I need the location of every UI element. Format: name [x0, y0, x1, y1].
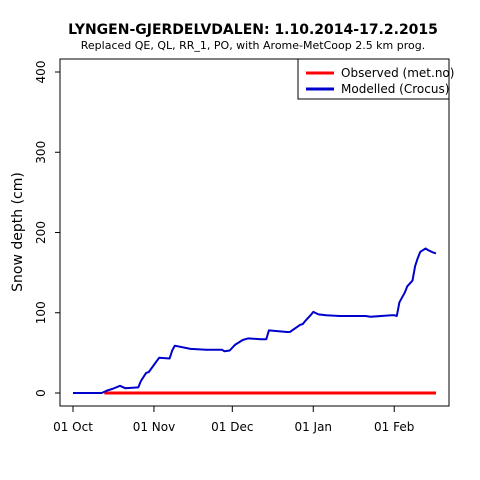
- y-tick-label: 400: [34, 61, 48, 84]
- series-modelled-line: [73, 247, 437, 394]
- y-tick-label: 300: [34, 141, 48, 164]
- x-tick-label: 01 Oct: [53, 420, 93, 434]
- legend: Observed (met.no) Modelled (Crocus): [297, 58, 454, 100]
- chart-subtitle: Replaced QE, QL, RR_1, PO, with Arome-Me…: [81, 39, 426, 52]
- series-layer: [73, 247, 437, 395]
- legend-label-modelled: Modelled (Crocus): [341, 82, 449, 96]
- x-tick-label: 01 Dec: [211, 420, 253, 434]
- x-tick-label: 01 Feb: [374, 420, 414, 434]
- y-axis-label: Snow depth (cm): [10, 172, 26, 292]
- y-axis: 0 100 200 300 400: [34, 61, 60, 397]
- y-tick-label: 0: [34, 389, 48, 397]
- legend-box: [297, 58, 450, 100]
- x-axis: 01 Oct 01 Nov 01 Dec 01 Jan 01 Feb: [53, 406, 414, 434]
- x-tick-label: 01 Nov: [133, 420, 176, 434]
- plot-area-frame: [59, 58, 450, 407]
- legend-label-observed: Observed (met.no): [341, 66, 454, 80]
- y-tick-label: 200: [34, 221, 48, 244]
- y-tick-label: 100: [34, 301, 48, 324]
- chart-title: LYNGEN-GJERDELVDALEN: 1.10.2014-17.2.201…: [68, 22, 438, 38]
- x-tick-label: 01 Jan: [294, 420, 332, 434]
